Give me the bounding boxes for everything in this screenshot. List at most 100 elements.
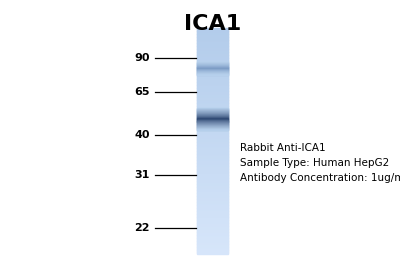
Bar bbox=[197, 63, 228, 65]
Bar bbox=[197, 92, 228, 94]
Bar bbox=[197, 220, 228, 221]
Bar bbox=[197, 180, 228, 182]
Bar bbox=[197, 173, 228, 174]
Bar bbox=[197, 245, 228, 247]
Bar bbox=[197, 235, 228, 236]
Bar bbox=[197, 65, 228, 66]
Bar bbox=[197, 124, 228, 125]
Bar bbox=[197, 69, 228, 70]
Bar bbox=[197, 196, 228, 197]
Bar bbox=[197, 202, 228, 203]
Bar bbox=[197, 112, 228, 113]
Bar bbox=[197, 74, 228, 75]
Bar bbox=[197, 109, 228, 110]
Bar bbox=[197, 242, 228, 244]
Bar bbox=[197, 187, 228, 188]
Bar bbox=[197, 113, 228, 114]
Bar bbox=[197, 174, 228, 175]
Bar bbox=[197, 154, 228, 155]
Bar bbox=[197, 123, 228, 124]
Bar bbox=[197, 65, 228, 66]
Bar bbox=[197, 240, 228, 241]
Bar bbox=[197, 176, 228, 178]
Bar bbox=[197, 68, 228, 69]
Bar bbox=[197, 241, 228, 242]
Bar bbox=[197, 132, 228, 134]
Bar bbox=[197, 129, 228, 131]
Bar bbox=[197, 117, 228, 119]
Bar bbox=[197, 60, 228, 61]
Bar bbox=[197, 93, 228, 95]
Bar bbox=[197, 121, 228, 122]
Bar bbox=[197, 164, 228, 165]
Bar bbox=[197, 174, 228, 175]
Bar bbox=[197, 36, 228, 37]
Bar bbox=[197, 87, 228, 88]
Bar bbox=[197, 80, 228, 82]
Bar bbox=[197, 141, 228, 143]
Bar bbox=[197, 137, 228, 138]
Bar bbox=[197, 197, 228, 198]
Bar bbox=[197, 167, 228, 169]
Bar bbox=[197, 122, 228, 123]
Bar bbox=[197, 195, 228, 197]
Bar bbox=[197, 77, 228, 79]
Bar bbox=[197, 109, 228, 110]
Bar bbox=[197, 121, 228, 122]
Bar bbox=[197, 80, 228, 81]
Bar bbox=[197, 161, 228, 162]
Bar bbox=[197, 64, 228, 65]
Bar bbox=[197, 70, 228, 71]
Bar bbox=[197, 213, 228, 214]
Text: Rabbit Anti-ICA1: Rabbit Anti-ICA1 bbox=[240, 143, 326, 153]
Bar bbox=[197, 72, 228, 73]
Bar bbox=[197, 31, 228, 32]
Bar bbox=[197, 98, 228, 99]
Bar bbox=[197, 244, 228, 245]
Bar bbox=[197, 51, 228, 53]
Bar bbox=[197, 64, 228, 65]
Bar bbox=[197, 166, 228, 167]
Bar bbox=[197, 68, 228, 69]
Bar bbox=[197, 69, 228, 70]
Bar bbox=[197, 111, 228, 112]
Bar bbox=[197, 59, 228, 60]
Bar bbox=[197, 175, 228, 176]
Bar bbox=[197, 120, 228, 121]
Text: 31: 31 bbox=[135, 170, 150, 180]
Bar bbox=[197, 122, 228, 123]
Bar bbox=[197, 123, 228, 124]
Bar bbox=[197, 66, 228, 67]
Bar bbox=[197, 108, 228, 109]
Bar bbox=[197, 62, 228, 63]
Bar bbox=[197, 91, 228, 92]
Bar bbox=[197, 183, 228, 184]
Bar bbox=[197, 119, 228, 120]
Bar bbox=[197, 125, 228, 126]
Bar bbox=[197, 71, 228, 72]
Bar bbox=[197, 69, 228, 70]
Bar bbox=[197, 50, 228, 51]
Bar bbox=[197, 227, 228, 228]
Bar bbox=[197, 150, 228, 151]
Bar bbox=[197, 171, 228, 172]
Bar bbox=[197, 159, 228, 160]
Bar bbox=[197, 94, 228, 95]
Bar bbox=[197, 119, 228, 120]
Bar bbox=[197, 126, 228, 128]
Bar bbox=[197, 63, 228, 64]
Bar bbox=[197, 103, 228, 104]
Bar bbox=[197, 111, 228, 112]
Bar bbox=[197, 152, 228, 153]
Bar bbox=[197, 84, 228, 85]
Bar bbox=[197, 159, 228, 160]
Bar bbox=[197, 109, 228, 110]
Bar bbox=[197, 53, 228, 54]
Bar bbox=[197, 72, 228, 73]
Bar bbox=[197, 182, 228, 183]
Bar bbox=[197, 92, 228, 93]
Bar bbox=[197, 247, 228, 248]
Bar bbox=[197, 148, 228, 149]
Bar bbox=[197, 224, 228, 225]
Bar bbox=[197, 113, 228, 114]
